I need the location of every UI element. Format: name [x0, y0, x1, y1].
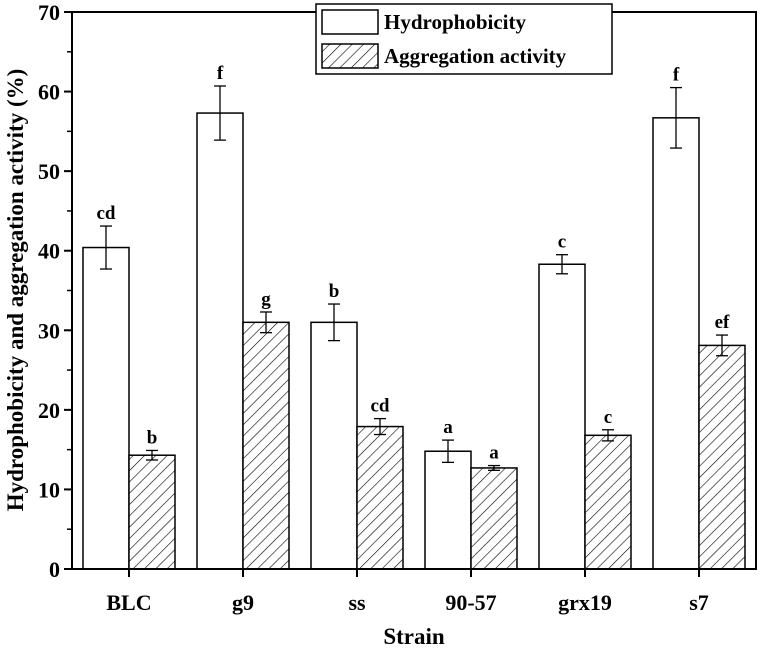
bars-layer — [82, 112, 746, 570]
bar-hydrophobicity-grx19 — [538, 263, 586, 570]
bar-hydrophobicity-ss — [310, 321, 358, 570]
y-tick-label-0: 0 — [49, 557, 60, 582]
significance-label-hydrophobicity-g9: f — [217, 63, 224, 84]
error-bar-aggregation-s7 — [716, 334, 728, 357]
legend: Hydrophobicity Aggregation activity — [315, 3, 613, 75]
bar-hydrophobicity-90-57 — [424, 450, 472, 570]
bar-hydrophobicity-g9 — [196, 112, 244, 570]
error-bar-aggregation-BLC — [146, 449, 158, 461]
significance-label-aggregation-90-57: a — [489, 443, 499, 464]
y-axis-title: Hydrophobicity and aggregation activity … — [3, 69, 28, 512]
error-bar-hydrophobicity-ss — [328, 303, 340, 342]
bar-aggregation-s7 — [698, 344, 746, 570]
bar-aggregation-g9 — [242, 321, 290, 570]
significance-label-aggregation-ss: cd — [371, 396, 390, 417]
significance-label-aggregation-BLC: b — [147, 427, 158, 448]
significance-label-hydrophobicity-90-57: a — [443, 417, 453, 438]
bar-aggregation-90-57 — [470, 467, 518, 570]
y-tick-label-60: 60 — [38, 80, 60, 105]
x-tick-label-ss: ss — [348, 590, 366, 615]
legend-swatch-aggregation — [321, 43, 379, 69]
y-tick-label-20: 20 — [38, 398, 60, 423]
significance-label-hydrophobicity-BLC: cd — [97, 203, 116, 224]
x-tick-label-g9: g9 — [232, 590, 254, 615]
x-tick-label-grx19: grx19 — [558, 590, 612, 615]
significance-label-hydrophobicity-ss: b — [329, 281, 340, 302]
error-bar-hydrophobicity-grx19 — [556, 254, 568, 275]
bar-aggregation-grx19 — [584, 434, 632, 570]
legend-label-aggregation: Aggregation activity — [384, 44, 567, 68]
bar-aggregation-BLC — [128, 454, 176, 570]
legend-swatch-hydrophobicity — [321, 9, 379, 35]
x-axis: BLC g9 ss 90-57 grx19 s7 — [106, 569, 709, 615]
y-tick-label-10: 10 — [38, 477, 60, 502]
y-axis: 0 10 20 30 40 50 60 70 — [38, 0, 72, 582]
y-tick-label-30: 30 — [38, 318, 60, 343]
error-bar-hydrophobicity-s7 — [670, 86, 682, 149]
y-tick-label-50: 50 — [38, 159, 60, 184]
y-tick-label-70: 70 — [38, 0, 60, 25]
error-bar-aggregation-90-57 — [488, 464, 500, 471]
x-tick-label-BLC: BLC — [106, 590, 151, 615]
x-tick-label-90-57: 90-57 — [445, 590, 496, 615]
error-bars-layer — [100, 85, 728, 471]
significance-labels-layer: cd b f g b cd a a c c f ef — [97, 63, 731, 464]
x-tick-label-s7: s7 — [689, 590, 709, 615]
bar-aggregation-ss — [356, 425, 404, 570]
significance-label-aggregation-grx19: c — [604, 407, 612, 428]
error-bar-hydrophobicity-g9 — [214, 85, 226, 141]
significance-label-hydrophobicity-s7: f — [673, 65, 680, 86]
error-bar-aggregation-g9 — [260, 311, 272, 334]
error-bar-aggregation-ss — [374, 417, 386, 436]
legend-label-hydrophobicity: Hydrophobicity — [384, 10, 526, 34]
bar-hydrophobicity-s7 — [652, 117, 700, 570]
error-bar-hydrophobicity-90-57 — [442, 439, 454, 464]
y-tick-label-40: 40 — [38, 239, 60, 264]
significance-label-aggregation-g9: g — [261, 289, 271, 310]
error-bar-hydrophobicity-BLC — [100, 225, 112, 270]
x-axis-title: Strain — [383, 624, 445, 649]
bar-hydrophobicity-BLC — [82, 246, 130, 570]
error-bar-aggregation-grx19 — [602, 429, 614, 442]
significance-label-aggregation-s7: ef — [715, 312, 730, 333]
significance-label-hydrophobicity-grx19: c — [558, 232, 566, 253]
